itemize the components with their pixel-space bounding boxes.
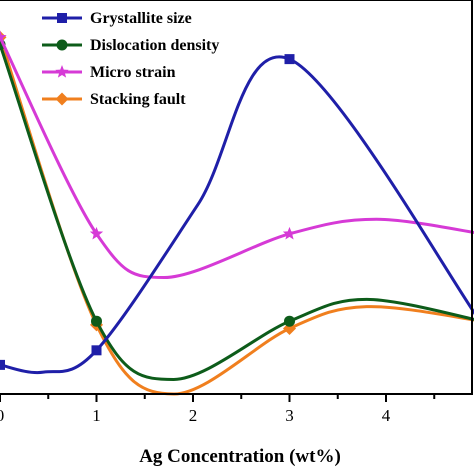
legend-item-1: Dislocation density — [42, 37, 219, 54]
data-point-0-2 — [284, 54, 295, 65]
data-point-2-1 — [89, 226, 104, 240]
x-tick-label: 4 — [382, 406, 391, 425]
series-line-1 — [0, 43, 474, 381]
legend-item-3: Stacking fault — [42, 91, 186, 108]
x-tick-label: 0 — [0, 406, 4, 425]
data-point-0-1 — [91, 345, 102, 356]
series-2 — [0, 30, 474, 280]
series-3 — [0, 30, 474, 396]
data-point-1-2 — [284, 315, 295, 327]
data-point-2-0 — [0, 30, 7, 43]
data-point-1-1 — [91, 315, 102, 327]
data-point-0-0 — [0, 359, 5, 370]
legend-item-0: Grystallite size — [42, 10, 192, 27]
legend-marker — [55, 65, 69, 78]
series-0 — [0, 54, 474, 375]
axes-layer: 0 1 2 3 4 — [0, 0, 473, 425]
x-axis-title: Ag Concentration (wt%) — [139, 446, 341, 467]
legend: Grystallite size Dislocation density Micro… — [42, 10, 219, 108]
legend-label: Dislocation density — [90, 37, 219, 54]
legend-label: Stacking fault — [90, 91, 186, 108]
data-point-2-2 — [282, 226, 297, 240]
x-tick-label: 2 — [189, 406, 198, 425]
legend-item-2: Micro strain — [42, 64, 176, 81]
series-line-3 — [0, 35, 474, 396]
legend-marker — [56, 39, 68, 51]
series-layer — [0, 30, 474, 396]
x-tick-label: 3 — [285, 406, 294, 425]
plot-frame — [0, 0, 473, 395]
series-1 — [0, 39, 474, 381]
series-line-2 — [0, 35, 474, 280]
legend-marker — [55, 92, 69, 106]
legend-label: Grystallite size — [90, 10, 192, 27]
x-tick-label: 1 — [92, 406, 101, 425]
legend-label: Micro strain — [90, 64, 176, 81]
legend-marker — [57, 13, 67, 23]
series-line-0 — [0, 55, 474, 375]
